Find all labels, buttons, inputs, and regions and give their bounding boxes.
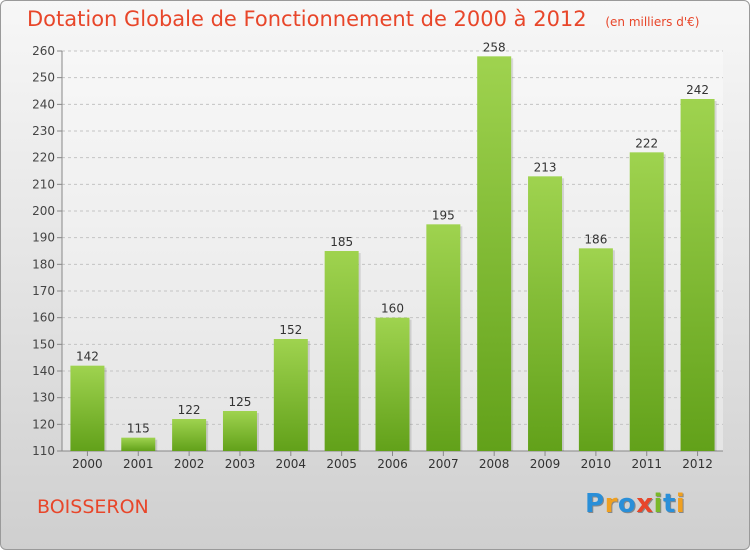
logo-letter: i <box>653 489 663 519</box>
x-tick-label: 2000 <box>72 457 103 471</box>
x-tick-label: 2003 <box>225 457 256 471</box>
bar-2000 <box>70 365 105 451</box>
y-tick-label: 250 <box>32 71 55 85</box>
logo-letter: i <box>675 489 686 519</box>
y-tick-label: 200 <box>32 204 55 218</box>
bar-value-label: 222 <box>635 136 658 150</box>
y-tick-label: 140 <box>32 364 55 378</box>
x-tick-label: 2010 <box>581 457 612 471</box>
x-tick-label: 2008 <box>479 457 510 471</box>
bar-value-label: 186 <box>584 232 607 246</box>
bar-2004 <box>273 339 308 451</box>
bar-value-label: 125 <box>229 395 252 409</box>
bar-2006 <box>375 317 410 451</box>
x-tick-label: 2007 <box>428 457 459 471</box>
y-tick-label: 260 <box>32 44 55 58</box>
proxiti-logo: Proxiti <box>585 489 685 519</box>
bar-value-label: 160 <box>381 302 404 316</box>
logo-letter: t <box>662 489 676 519</box>
bar-2007 <box>426 224 461 451</box>
bar-2008 <box>477 56 512 451</box>
y-tick-label: 190 <box>32 231 55 245</box>
bar-2001 <box>121 437 156 451</box>
logo-letter: o <box>617 489 637 519</box>
chart-title-text: Dotation Globale de Fonctionnement de 20… <box>27 7 587 31</box>
bar-2011 <box>629 152 664 452</box>
y-tick-label: 160 <box>32 311 55 325</box>
bar-value-label: 152 <box>279 323 302 337</box>
bar-value-label: 242 <box>686 83 709 97</box>
x-tick-label: 2001 <box>123 457 154 471</box>
y-tick-label: 230 <box>32 124 55 138</box>
x-tick-label: 2011 <box>631 457 662 471</box>
bar-value-label: 213 <box>534 160 557 174</box>
bar-2002 <box>172 419 207 451</box>
bar-2005 <box>324 251 359 451</box>
y-tick-label: 110 <box>32 444 55 458</box>
bar-2003 <box>222 411 257 451</box>
bar-2010 <box>578 248 613 451</box>
y-tick-label: 120 <box>32 417 55 431</box>
bar-value-label: 142 <box>76 350 99 364</box>
x-tick-label: 2002 <box>174 457 205 471</box>
bar-value-label: 115 <box>127 422 150 436</box>
x-tick-label: 2005 <box>326 457 357 471</box>
bar-value-label: 185 <box>330 235 353 249</box>
logo-letter: r <box>604 489 618 519</box>
bar-2012 <box>680 99 715 451</box>
bar-chart: 110 120 130 140 150 160 170 180 190 200 210 220 230 2… <box>32 40 723 471</box>
y-tick-label: 220 <box>32 151 55 165</box>
bar-value-label: 122 <box>178 403 201 417</box>
x-tick-label: 2004 <box>276 457 307 471</box>
x-tick-label: 2009 <box>530 457 561 471</box>
y-tick-label: 150 <box>32 337 55 351</box>
y-tick-label: 210 <box>32 177 55 191</box>
logo-letter: x <box>636 489 654 519</box>
logo-letter: P <box>585 489 605 519</box>
city-name: BOISSERON <box>37 496 149 518</box>
x-tick-label: 2006 <box>377 457 408 471</box>
y-tick-label: 240 <box>32 97 55 111</box>
chart-title: Dotation Globale de Fonctionnement de 20… <box>27 7 699 31</box>
bar-value-label: 258 <box>483 40 506 54</box>
bar-2009 <box>528 176 563 452</box>
y-tick-label: 170 <box>32 284 55 298</box>
x-tick-label: 2012 <box>682 457 713 471</box>
y-tick-label: 130 <box>32 391 55 405</box>
chart-unit: (en milliers d'€) <box>605 15 700 29</box>
bar-value-label: 195 <box>432 208 455 222</box>
y-tick-label: 180 <box>32 257 55 271</box>
